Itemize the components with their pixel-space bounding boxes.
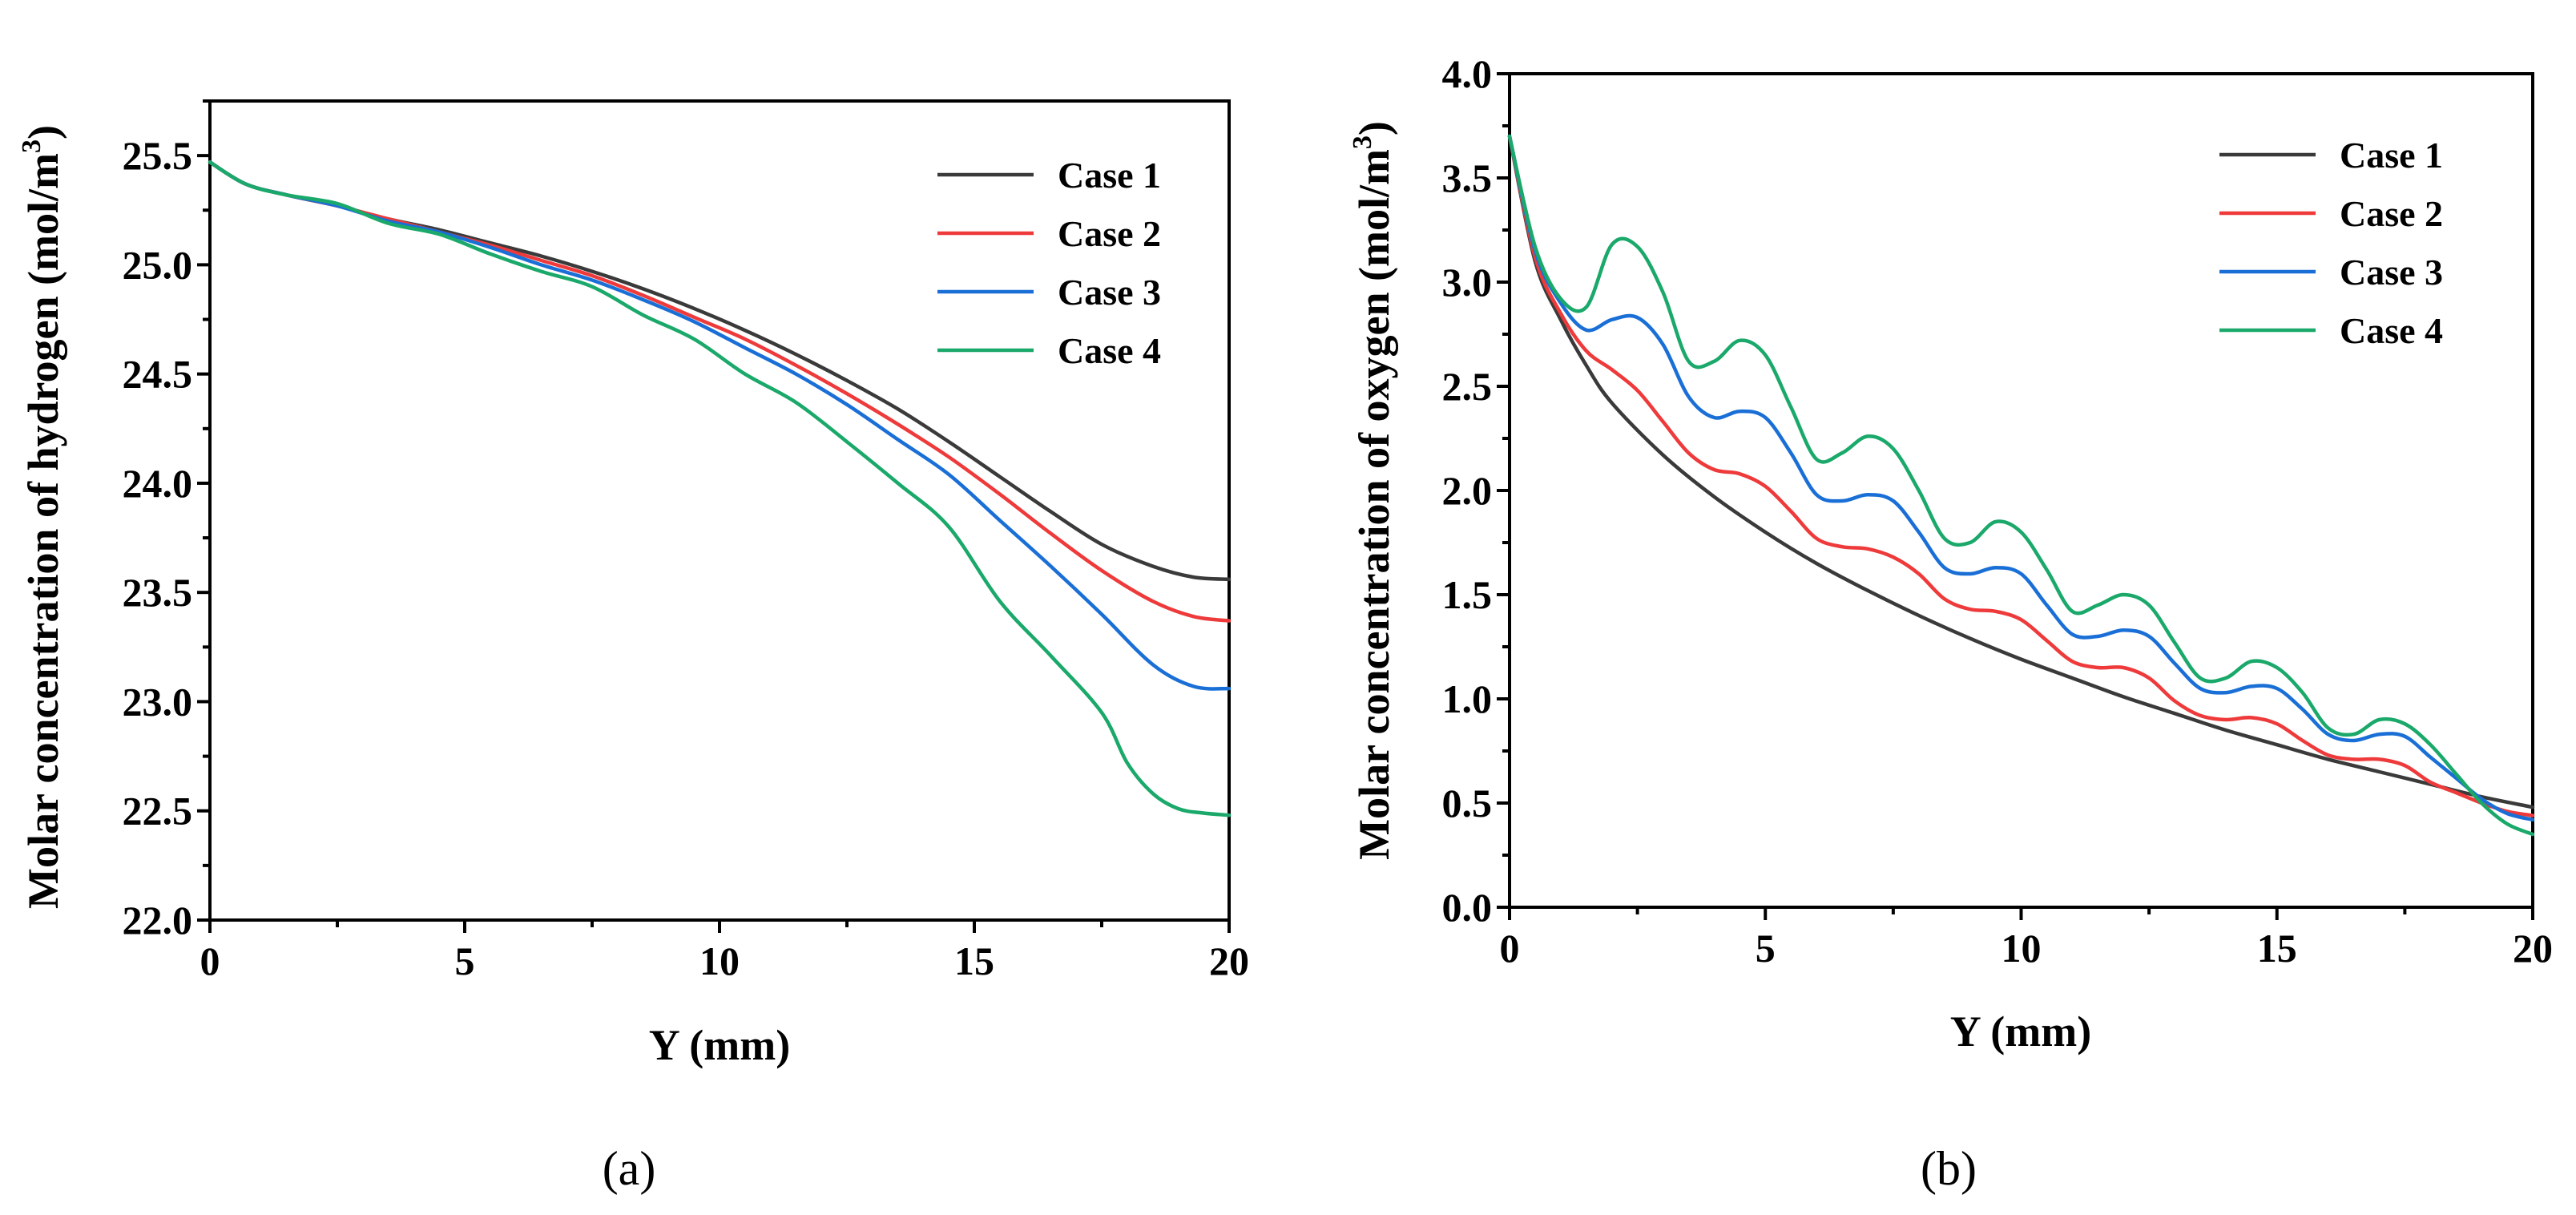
y-tick-label: 3.0 [1442, 260, 1493, 305]
series-line-case-4 [1507, 134, 2535, 837]
y-axis-label-a: Molar concentration of hydrogen (mol/m3) [17, 125, 67, 909]
y-tick-label: 3.5 [1442, 155, 1493, 200]
x-tick-label: 10 [699, 938, 740, 983]
y-tick-label: 4.0 [1442, 51, 1493, 96]
x-tick-label: 0 [1500, 926, 1520, 971]
x-tick-label: 15 [2257, 926, 2297, 971]
x-tick-label: 0 [200, 938, 220, 983]
x-tick-label: 5 [455, 938, 475, 983]
y-tick-label: 2.5 [1442, 364, 1493, 409]
x-tick-label: 5 [1756, 926, 1776, 971]
y-tick-label: 25.0 [123, 242, 193, 287]
y-tick-label: 0.5 [1442, 781, 1493, 825]
series-line-case-2 [1507, 134, 2535, 817]
y-tick-label: 23.5 [123, 570, 193, 615]
legend-label: Case 3 [1058, 272, 1161, 313]
y-axis-label-b: Molar concentration of oxygen (mol/m3) [1348, 121, 1398, 860]
series-line-case-3 [1507, 134, 2535, 822]
x-tick-label: 15 [954, 938, 994, 983]
legend-label: Case 4 [2340, 310, 2443, 351]
legend-label: Case 1 [2340, 135, 2443, 176]
y-ticks-b: 0.0 0.5 1.0 1.5 2.0 2.5 3.0 3.5 4.0 [1442, 51, 1510, 930]
legend-label: Case 1 [1058, 155, 1161, 196]
y-tick-label: 24.0 [123, 461, 193, 506]
series-line-case-1 [1507, 134, 2535, 809]
y-tick-label: 23.0 [123, 679, 193, 724]
y-tick-label: 0.0 [1442, 885, 1493, 930]
x-ticks-a: 0 5 10 15 20 [200, 920, 1249, 983]
y-tick-label: 22.5 [123, 789, 193, 834]
x-axis-label-b: Y (mm) [1950, 1007, 2091, 1056]
series-layer-b [1507, 134, 2535, 837]
legend-label: Case 2 [2340, 193, 2443, 234]
y-ticks-a: 22.0 22.5 23.0 23.5 24.0 24.5 25.0 25.5 [123, 99, 210, 943]
x-ticks-b: 0 5 10 15 20 [1500, 907, 2553, 971]
x-tick-label: 20 [2513, 926, 2553, 971]
y-tick-label: 1.0 [1442, 676, 1493, 721]
y-tick-label: 22.0 [123, 898, 193, 943]
x-tick-label: 10 [2002, 926, 2042, 971]
y-tick-label: 25.5 [123, 133, 193, 178]
legend-label: Case 3 [2340, 252, 2443, 293]
y-tick-label: 1.5 [1442, 572, 1493, 617]
panel-caption-a: (a) [603, 1142, 656, 1195]
legend-a: Case 1 Case 2 Case 3 Case 4 [937, 155, 1161, 371]
legend-label: Case 4 [1058, 330, 1161, 371]
x-tick-label: 20 [1209, 938, 1249, 983]
y-tick-label: 2.0 [1442, 468, 1493, 513]
chart-panel-b: 0 5 10 15 20 0.0 0.5 1.0 1.5 2.0 2.5 3.0 3.5 4.0 Cas… [1348, 51, 2553, 1195]
chart-panel-a: 0 5 10 15 20 22.0 22.5 23.0 23.5 24.0 24.5 25.0 25.… [17, 99, 1249, 1195]
x-axis-label-a: Y (mm) [649, 1021, 790, 1069]
y-tick-label: 24.5 [123, 352, 193, 397]
series-layer-a [208, 160, 1232, 817]
legend-label: Case 2 [1058, 213, 1161, 254]
series-line-case-4 [208, 160, 1232, 817]
legend-b: Case 1 Case 2 Case 3 Case 4 [2219, 135, 2443, 351]
panel-caption-b: (b) [1921, 1142, 1977, 1195]
